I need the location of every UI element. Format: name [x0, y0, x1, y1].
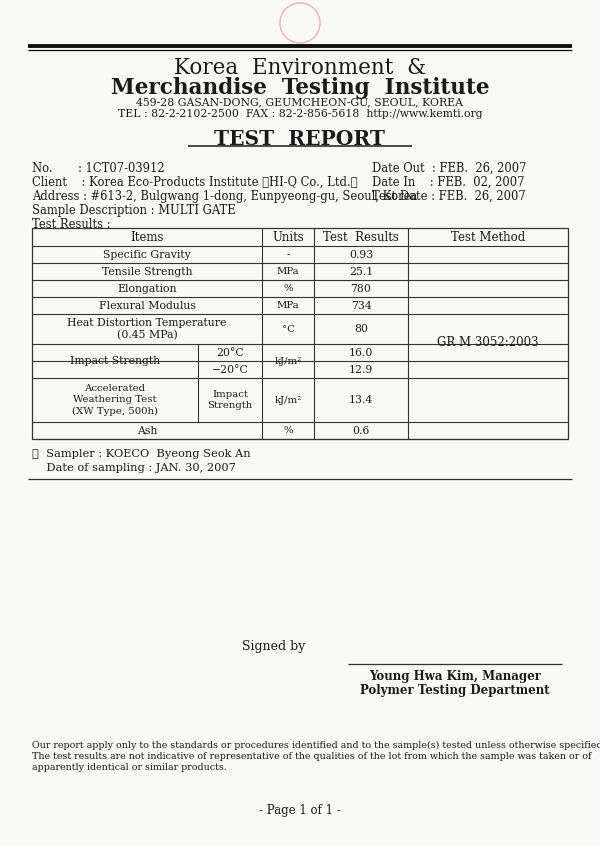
- Text: 734: 734: [350, 300, 371, 310]
- Text: Address : #613-2, Bulgwang 1-dong, Eunpyeong-gu, Seoul, Korea: Address : #613-2, Bulgwang 1-dong, Eunpy…: [32, 190, 418, 203]
- Text: Specific Gravity: Specific Gravity: [103, 250, 191, 260]
- Text: kJ/m²: kJ/m²: [274, 356, 302, 365]
- Text: Items: Items: [130, 230, 164, 244]
- Text: Impact
Strength: Impact Strength: [208, 390, 253, 410]
- Text: 0.93: 0.93: [349, 250, 373, 260]
- Text: Elongation: Elongation: [117, 283, 177, 294]
- Text: - Page 1 of 1 -: - Page 1 of 1 -: [259, 804, 341, 817]
- Text: Test Date : FEB.  26, 2007: Test Date : FEB. 26, 2007: [372, 190, 526, 203]
- Text: Tensile Strength: Tensile Strength: [102, 266, 192, 277]
- Text: The test results are not indicative of representative of the qualities of the lo: The test results are not indicative of r…: [32, 752, 592, 761]
- Text: TEL : 82-2-2102-2500  FAX : 82-2-856-5618  http://www.kemti.org: TEL : 82-2-2102-2500 FAX : 82-2-856-5618…: [118, 109, 482, 119]
- Text: Flexural Modulus: Flexural Modulus: [98, 300, 196, 310]
- Text: -: -: [286, 250, 290, 259]
- Bar: [32, 228, 568, 439]
- Text: 80: 80: [354, 324, 368, 334]
- Text: 25.1: 25.1: [349, 266, 373, 277]
- Text: Impact Strength: Impact Strength: [70, 356, 160, 366]
- Text: 0.6: 0.6: [352, 426, 370, 436]
- Text: Accelerated
Weathering Test
(XW Type, 500h): Accelerated Weathering Test (XW Type, 50…: [72, 384, 158, 416]
- Text: 13.4: 13.4: [349, 395, 373, 405]
- Text: Date Out  : FEB.  26, 2007: Date Out : FEB. 26, 2007: [372, 162, 527, 175]
- Text: Test  Results: Test Results: [323, 230, 399, 244]
- Text: Korea  Environment  &: Korea Environment &: [174, 57, 426, 79]
- Text: Ash: Ash: [137, 426, 157, 436]
- Text: TEST  REPORT: TEST REPORT: [215, 129, 386, 149]
- Text: MPa: MPa: [277, 267, 299, 276]
- Text: %: %: [283, 426, 293, 435]
- Text: Test Method: Test Method: [451, 230, 525, 244]
- Text: Our report apply only to the standards or procedures identified and to the sampl: Our report apply only to the standards o…: [32, 741, 600, 750]
- Text: Date In    : FEB.  02, 2007: Date In : FEB. 02, 2007: [372, 176, 524, 189]
- Text: Units: Units: [272, 230, 304, 244]
- Text: ※  Sampler : KOECO  Byeong Seok An: ※ Sampler : KOECO Byeong Seok An: [32, 449, 251, 459]
- Text: GR M 3052:2003: GR M 3052:2003: [437, 336, 539, 349]
- Text: 780: 780: [350, 283, 371, 294]
- Text: 20°C: 20°C: [216, 348, 244, 358]
- Text: apparently identical or similar products.: apparently identical or similar products…: [32, 763, 227, 772]
- Text: %: %: [283, 284, 293, 293]
- Text: MPa: MPa: [277, 301, 299, 310]
- Text: 12.9: 12.9: [349, 365, 373, 375]
- Text: Sample Description : MULTI GATE: Sample Description : MULTI GATE: [32, 204, 236, 217]
- Text: Young Hwa Kim, Manager: Young Hwa Kim, Manager: [369, 670, 541, 683]
- Text: Polymer Testing Department: Polymer Testing Department: [360, 684, 550, 697]
- Text: −20°C: −20°C: [212, 365, 248, 375]
- Text: 459-28 GASAN-DONG, GEUMCHEON-GU, SEOUL, KOREA: 459-28 GASAN-DONG, GEUMCHEON-GU, SEOUL, …: [137, 97, 464, 107]
- Text: Test Results :: Test Results :: [32, 218, 110, 231]
- Text: Merchandise  Testing  Institute: Merchandise Testing Institute: [111, 77, 489, 99]
- Text: °C: °C: [281, 325, 295, 333]
- Text: kJ/m²: kJ/m²: [274, 395, 302, 404]
- Text: Heat Distortion Temperature
(0.45 MPa): Heat Distortion Temperature (0.45 MPa): [67, 318, 227, 340]
- Text: Signed by: Signed by: [242, 640, 305, 652]
- Text: Client    : Korea Eco-Products Institute 【HI-Q Co., Ltd.】: Client : Korea Eco-Products Institute 【H…: [32, 176, 358, 189]
- Text: Date of sampling : JAN. 30, 2007: Date of sampling : JAN. 30, 2007: [32, 463, 236, 473]
- Text: No.       : 1CT07-03912: No. : 1CT07-03912: [32, 162, 164, 175]
- Text: 16.0: 16.0: [349, 348, 373, 358]
